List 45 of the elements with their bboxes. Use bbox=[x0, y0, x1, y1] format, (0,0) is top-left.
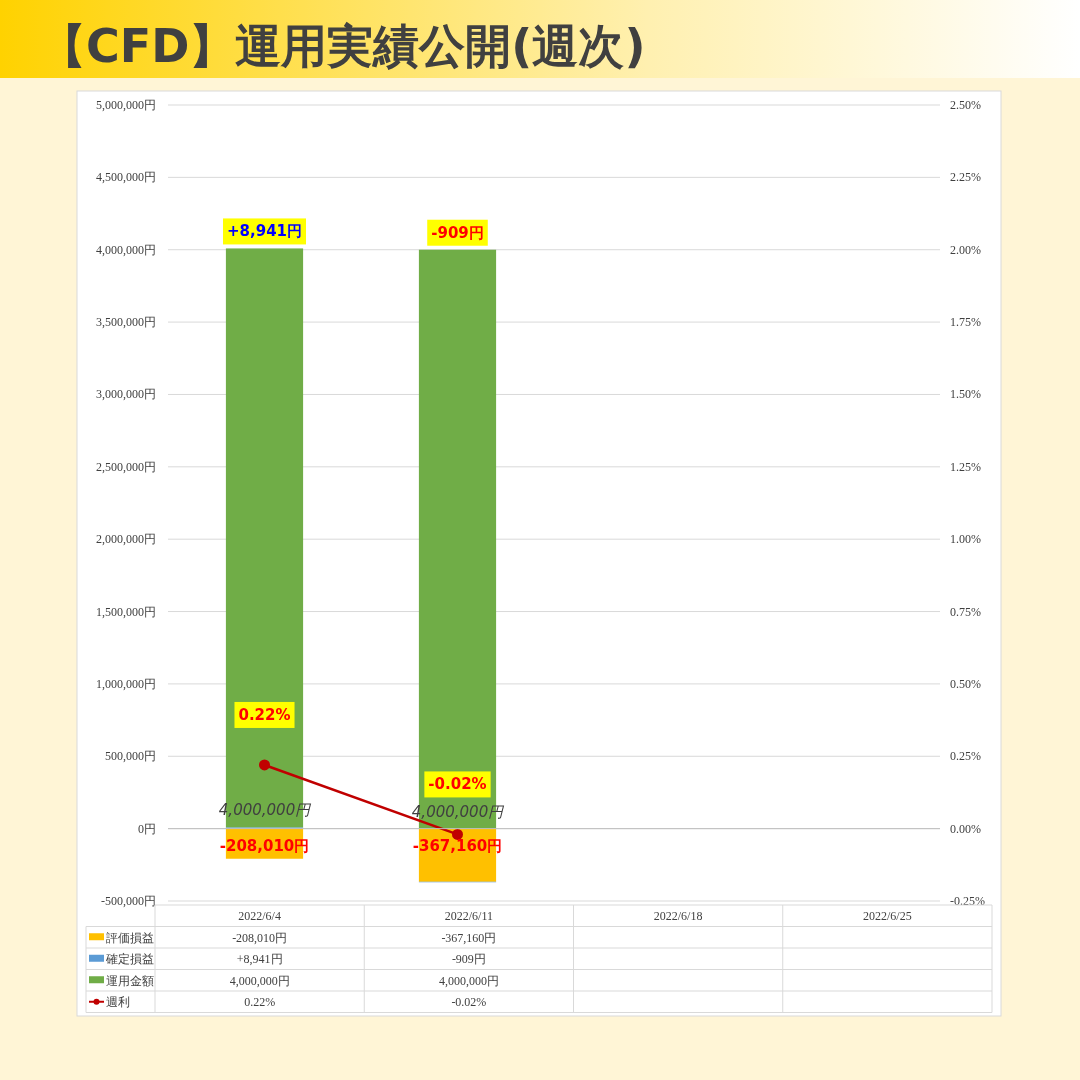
x-tick-label: 2022/6/18 bbox=[653, 909, 703, 923]
legend-label: 確定損益 bbox=[105, 952, 154, 965]
y2-tick-label: 1.50% bbox=[950, 387, 981, 402]
data-label: -367,160円 bbox=[441, 930, 497, 945]
x-tick-label: 2022/6/4 bbox=[238, 909, 281, 923]
data-label: 4,000,000円 bbox=[229, 973, 290, 988]
y-tick-label: 5,000,000円 bbox=[96, 98, 156, 112]
y2-tick-label: 2.50% bbox=[950, 98, 981, 112]
y-tick-label: 0円 bbox=[138, 821, 156, 836]
y2-tick-label: 0.25% bbox=[950, 749, 981, 764]
text: -909円 bbox=[431, 223, 484, 242]
data-label: 0.22% bbox=[244, 995, 276, 1009]
y-tick-label: 3,000,000円 bbox=[96, 387, 156, 402]
chart-title: 【CFD】運用実績公開(週次) bbox=[40, 19, 646, 73]
y2-tick-label: 2.25% bbox=[950, 170, 981, 185]
y-tick-label: 1,500,000円 bbox=[96, 604, 156, 619]
y-tick-label: 1,000,000円 bbox=[96, 676, 156, 691]
y-tick-label: 2,000,000円 bbox=[96, 532, 156, 547]
y2-tick-label: 0.50% bbox=[950, 676, 981, 691]
legend-label: 運用金額 bbox=[106, 973, 154, 987]
y2-tick-label: 1.75% bbox=[950, 315, 981, 330]
y-tick-label: 3,500,000円 bbox=[96, 315, 156, 330]
y-tick-label: 500,000円 bbox=[105, 749, 156, 764]
y2-tick-label: 2.00% bbox=[950, 242, 981, 257]
x-tick-label: 2022/6/25 bbox=[863, 909, 912, 923]
y2-tick-label: 1.00% bbox=[950, 532, 981, 547]
y2-tick-label: -0.25% bbox=[950, 894, 985, 908]
text: 0.22% bbox=[238, 705, 291, 724]
text: +8,941円 bbox=[226, 222, 303, 241]
y-tick-label: 4,500,000円 bbox=[96, 170, 156, 185]
y2-tick-label: 1.25% bbox=[950, 459, 981, 474]
y-tick-label: 2,500,000円 bbox=[96, 459, 156, 474]
y2-tick-label: 0.00% bbox=[950, 821, 981, 836]
data-label: -909円 bbox=[451, 952, 486, 966]
y-tick-label: -500,000円 bbox=[101, 894, 156, 908]
data-label: +8,941円 bbox=[236, 952, 283, 966]
data-label: -0.02% bbox=[451, 995, 487, 1009]
y2-tick-label: 0.75% bbox=[950, 604, 981, 619]
legend-label: 週利 bbox=[106, 996, 130, 1008]
y-tick-label: 4,000,000円 bbox=[96, 242, 156, 257]
data-label: -208,010円 bbox=[232, 930, 288, 945]
text: -0.02% bbox=[428, 775, 487, 794]
data-label: 4,000,000円 bbox=[438, 973, 499, 988]
legend-label: 評価損益 bbox=[106, 931, 154, 944]
x-tick-label: 2022/6/11 bbox=[444, 909, 493, 923]
